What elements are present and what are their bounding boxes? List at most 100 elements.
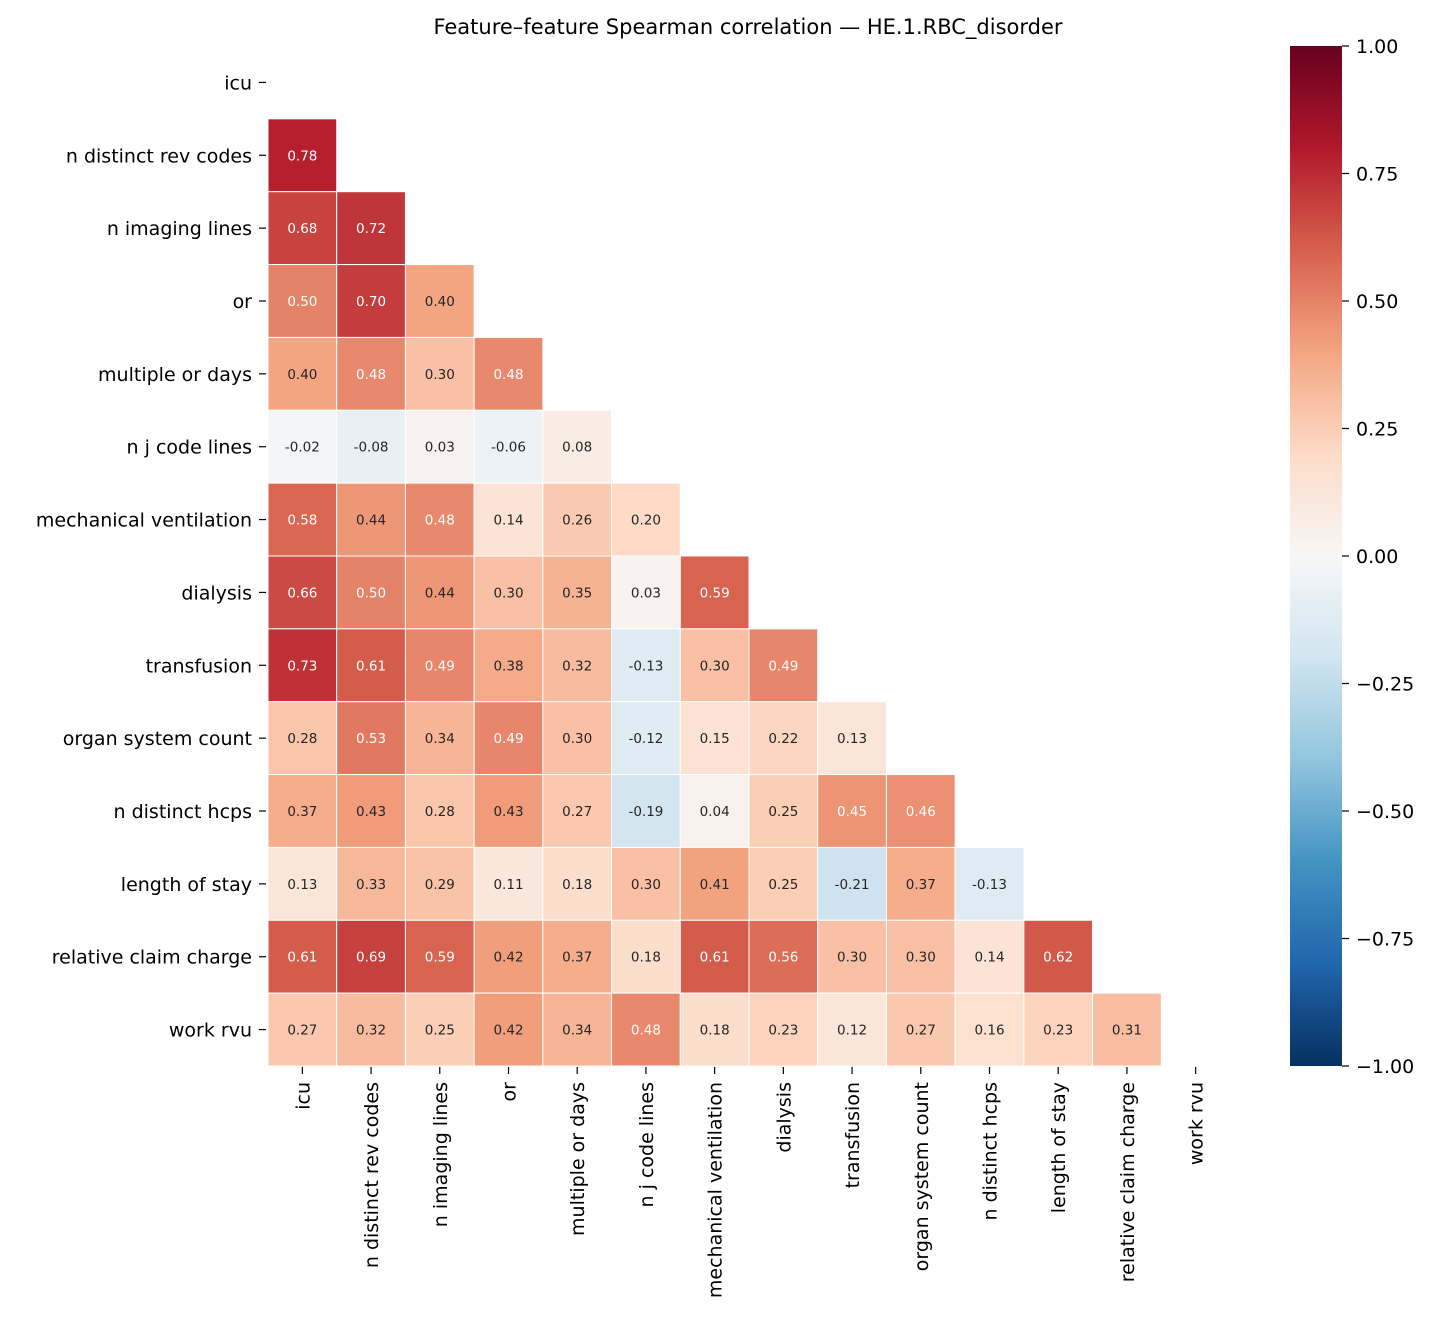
cell-value-label: 0.27 [906,1023,936,1039]
cell-value-label: 0.30 [493,585,523,601]
cell-value-label: 0.53 [356,731,386,747]
y-tick-label: n distinct hcps [114,801,252,823]
colorbar-ticks: 1.00 0.75 0.50 0.25 0.00 −0.25 −0.50 −0.75 −1.00 [1342,36,1414,1078]
heatmap-cell [404,628,475,703]
heatmap-cell [679,919,750,994]
heatmap-cell [267,919,338,994]
cell-value-label: 0.32 [562,658,592,674]
heatmap-cell [336,555,406,630]
cell-value-label: 0.11 [493,877,523,893]
heatmap-cell [336,482,406,557]
heatmap-cell [542,409,613,484]
x-tick-label: length of stay [1048,1082,1070,1213]
colorbar-tick-label: 1.00 [1356,36,1398,58]
heatmap-cell [267,118,338,193]
x-tick-label: n distinct hcps [980,1082,1002,1220]
y-tick-label: dialysis [181,582,252,604]
heatmap-cell [267,846,338,921]
heatmap-cell [817,846,887,921]
heatmap-cell [404,701,475,776]
cell-value-label: 0.48 [356,367,386,383]
y-tick-label: n imaging lines [107,218,252,240]
colorbar-tick-label: −0.75 [1356,929,1414,951]
heatmap-cell [954,846,1025,921]
cell-value-label: 0.43 [493,804,523,820]
cell-value-label: 0.03 [425,440,455,456]
cell-value-label: 0.20 [631,513,661,529]
cell-value-label: -0.21 [835,877,870,893]
x-tick-label: multiple or days [567,1082,589,1236]
cell-value-label: -0.08 [354,440,389,456]
y-tick-label: mechanical ventilation [36,510,252,532]
x-tick-label: n imaging lines [430,1082,452,1227]
heatmap-cell [542,482,613,557]
cell-value-label: 0.43 [356,804,386,820]
heatmap-cell [404,482,475,557]
heatmap-cell [473,409,544,484]
cell-value-label: 0.30 [562,731,592,747]
heatmap-cell [267,555,338,630]
cell-value-label: 0.25 [768,877,798,893]
cell-value-label: 0.66 [287,585,317,601]
cell-value-label: 0.28 [425,804,455,820]
cell-value-label: 0.32 [356,1023,386,1039]
cell-value-label: 0.68 [287,221,317,237]
heatmap-cell [885,774,956,848]
cell-value-label: 0.59 [700,585,730,601]
x-tick-label: work rvu [1186,1082,1208,1165]
cell-value-label: 0.48 [631,1023,661,1039]
heatmap-cell [679,992,750,1067]
cell-value-label: -0.02 [285,440,320,456]
cell-value-label: 0.18 [700,1023,730,1039]
heatmap-cell [954,919,1025,994]
cell-value-label: 0.78 [287,148,317,164]
cell-value-label: 0.27 [562,804,592,820]
heatmap-cell [885,992,956,1067]
cell-value-label: 0.30 [906,950,936,966]
cell-value-label: 0.26 [562,513,592,529]
x-tick-label: icu [292,1082,314,1110]
heatmap-cell [267,774,338,848]
cell-value-label: 0.23 [768,1023,798,1039]
x-tick-label: mechanical ventilation [705,1082,727,1298]
cell-value-label: 0.25 [425,1023,455,1039]
heatmap-cell [267,701,338,776]
cell-value-label: 0.48 [425,513,455,529]
cell-value-label: 0.59 [425,950,455,966]
heatmap-cell [404,992,475,1067]
cell-value-label: 0.70 [356,294,386,310]
cell-value-label: 0.23 [1043,1023,1073,1039]
heatmap-cell [679,701,750,776]
cell-value-label: 0.73 [287,658,317,674]
cell-value-label: 0.12 [837,1023,867,1039]
cell-value-label: -0.06 [491,440,526,456]
x-tick-label: relative claim charge [1117,1082,1139,1282]
colorbar-tick-label: −0.50 [1356,801,1414,823]
cell-value-label: 0.42 [493,950,523,966]
heatmap-cell [748,774,819,848]
y-tick-label: n j code lines [127,437,252,459]
colorbar-tick-label: 0.75 [1356,164,1398,186]
cell-value-label: 0.14 [974,950,1004,966]
heatmap-cell [611,919,681,994]
cell-value-label: 0.31 [1112,1023,1142,1039]
cell-value-label: 0.08 [562,440,592,456]
cell-value-label: 0.50 [356,585,386,601]
cell-value-label: 0.29 [425,877,455,893]
y-axis-labels: icu n distinct rev codes n imaging lines or… [36,72,266,1042]
heatmap-cell [267,191,338,266]
heatmap-cell [611,846,681,921]
heatmap-cell [1023,919,1094,994]
colorbar-tick-label: 0.25 [1356,419,1398,441]
cell-value-label: 0.34 [562,1023,592,1039]
colorbar [1290,46,1342,1066]
heatmap-cell [267,264,338,338]
heatmap-cell [267,482,338,557]
heatmap-cell [336,409,406,484]
cell-value-label: 0.45 [837,804,867,820]
cell-value-label: 0.04 [700,804,730,820]
y-tick-label: icu [224,72,252,94]
cell-value-label: 0.25 [768,804,798,820]
heatmap-cell [473,919,544,994]
